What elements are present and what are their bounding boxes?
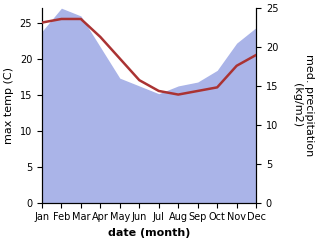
Y-axis label: max temp (C): max temp (C) [4,67,14,144]
Y-axis label: med. precipitation
(kg/m2): med. precipitation (kg/m2) [292,54,314,157]
X-axis label: date (month): date (month) [108,228,190,238]
